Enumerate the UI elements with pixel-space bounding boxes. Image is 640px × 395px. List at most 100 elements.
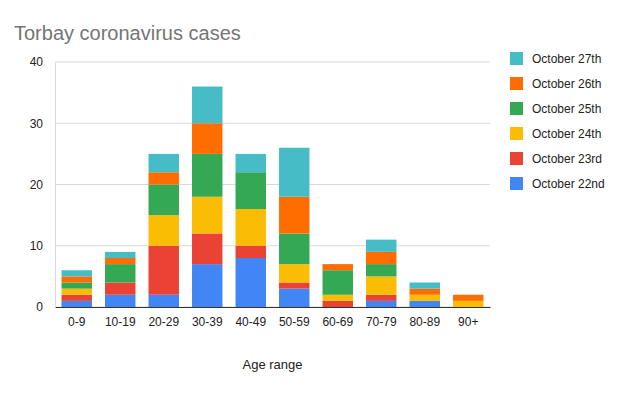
bar-segment (149, 295, 179, 307)
series (62, 87, 440, 289)
legend-label: October 26th (532, 77, 601, 91)
bar-segment (192, 264, 222, 307)
y-tick: 0 (36, 300, 55, 314)
plot: 0-9 10-19 20-29 30-39 40-49 50-59 60-69 70-79 80… (30, 55, 491, 328)
bar-segment (149, 246, 179, 295)
bars (62, 87, 484, 308)
x-tick: 60-69 (322, 307, 353, 329)
bar-segment (236, 172, 266, 209)
legend: October 27th October 26th October 25th Octo… (510, 52, 605, 191)
series (62, 258, 440, 307)
bar-segment (279, 197, 309, 234)
y-tick: 40 (30, 55, 55, 69)
bar-segment (149, 185, 179, 216)
legend-label: October 25th (532, 102, 601, 116)
y-tick-label: 40 (30, 55, 44, 69)
bar-segment (410, 295, 440, 301)
x-tick: 20-29 (148, 307, 179, 329)
bar-segment (236, 209, 266, 246)
y-tick: 10 (30, 239, 55, 253)
y-tick-label: 30 (30, 117, 44, 131)
bar-segment (323, 295, 353, 301)
bar-segment (149, 172, 179, 184)
x-tick: 50-59 (279, 307, 310, 329)
legend-item: October 27th (510, 52, 601, 66)
y-tick-label: 0 (36, 300, 43, 314)
bar-segment (279, 264, 309, 282)
x-tick-label: 40-49 (235, 315, 266, 329)
bar-segment (62, 301, 92, 307)
bar-segment (192, 197, 222, 234)
x-tick-label: 30-39 (192, 315, 223, 329)
bar-segment (410, 283, 440, 289)
grid-line (55, 123, 490, 124)
y-tick-label: 20 (30, 178, 44, 192)
x-axis: 0-9 10-19 20-29 30-39 40-49 50-59 60-69 70-79 80… (56, 307, 491, 329)
bar-segment (279, 234, 309, 265)
x-tick: 40-49 (235, 307, 266, 329)
series (62, 197, 484, 307)
bar-segment (279, 148, 309, 197)
bar-segment (62, 295, 92, 301)
bar-segment (366, 295, 396, 301)
bar-segment (236, 154, 266, 172)
legend-label: October 22nd (532, 177, 605, 191)
x-tick-label: 80-89 (409, 315, 440, 329)
series (62, 123, 484, 301)
bar-segment (105, 295, 135, 307)
bar-segment (236, 258, 266, 307)
grid-line (55, 245, 490, 246)
y-tick-label: 10 (30, 239, 44, 253)
bar-segment (323, 264, 353, 270)
legend-swatch (510, 152, 523, 165)
series (62, 234, 397, 308)
bar-segment (453, 295, 483, 301)
bar-segment (192, 154, 222, 197)
legend-label: October 24th (532, 127, 601, 141)
bar-segment (453, 301, 483, 307)
chart-title: Torbay coronavirus cases (14, 22, 241, 44)
bar-segment (192, 123, 222, 154)
legend-swatch (510, 177, 523, 190)
bar-segment (366, 264, 396, 276)
bar-segment (366, 276, 396, 294)
grid (55, 62, 490, 307)
bar-segment (105, 258, 135, 264)
bar-segment (62, 276, 92, 282)
x-tick-label: 90+ (458, 315, 478, 329)
x-axis-line (56, 307, 491, 308)
legend-label: October 23rd (532, 152, 602, 166)
bar-segment (149, 154, 179, 172)
legend-item: October 26th (510, 77, 601, 91)
legend-swatch (510, 77, 523, 90)
bar-segment (410, 301, 440, 307)
bar-segment (105, 252, 135, 258)
y-tick: 20 (30, 178, 55, 192)
legend-item: October 23rd (510, 152, 602, 166)
y-axis-line (55, 63, 56, 308)
x-tick-label: 60-69 (322, 315, 353, 329)
bar-segment (105, 283, 135, 295)
bar-segment (192, 234, 222, 265)
legend-item: October 25th (510, 102, 601, 116)
legend-swatch (510, 52, 523, 65)
legend-item: October 22nd (510, 177, 605, 191)
series (62, 154, 397, 295)
x-tick: 10-19 (105, 307, 136, 329)
bar-segment (410, 289, 440, 295)
bar-segment (323, 270, 353, 295)
grid-line (55, 184, 490, 185)
bar-segment (323, 301, 353, 307)
x-tick: 0-9 (68, 307, 86, 329)
legend-swatch (510, 102, 523, 115)
x-tick: 70-79 (366, 307, 397, 329)
x-tick-label: 50-59 (279, 315, 310, 329)
y-axis: 0 10 20 30 40 (30, 55, 56, 314)
legend-swatch (510, 127, 523, 140)
bar-segment (62, 283, 92, 289)
bar-segment (236, 246, 266, 258)
x-tick-label: 10-19 (105, 315, 136, 329)
legend-label: October 27th (532, 52, 601, 66)
bar-segment (366, 240, 396, 252)
bar-segment (453, 294, 483, 295)
